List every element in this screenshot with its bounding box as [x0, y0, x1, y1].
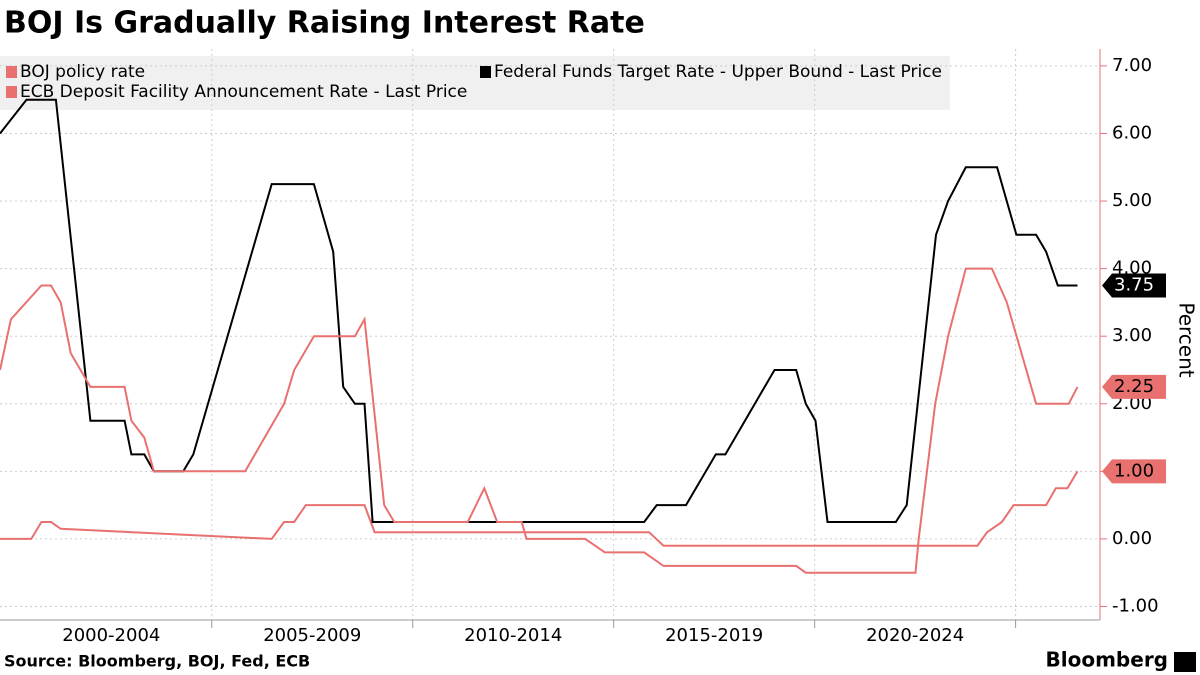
x-tick-label: 2000-2004	[62, 625, 160, 646]
value-tag	[1102, 374, 1166, 399]
legend-label: BOJ policy rate	[20, 62, 145, 82]
y-axis-label: Percent	[1175, 302, 1199, 377]
value-label: 1.00	[1114, 460, 1154, 481]
y-tick-label: -1.00	[1112, 595, 1159, 616]
value-label: 2.25	[1114, 376, 1154, 397]
value-label: 3.75	[1114, 275, 1154, 296]
series-line	[0, 470, 1079, 547]
series-line	[0, 98, 1078, 523]
y-tick-label: 3.00	[1112, 325, 1152, 346]
legend-swatch	[6, 66, 17, 78]
x-tick-label: 2010-2014	[464, 625, 562, 646]
legend-label: ECB Deposit Facility Announcement Rate -…	[20, 82, 467, 102]
y-tick-label: 5.00	[1112, 190, 1152, 211]
value-tag	[1102, 273, 1166, 298]
legend-label: Federal Funds Target Rate - Upper Bound …	[494, 62, 942, 82]
brand: Bloomberg	[1046, 648, 1168, 672]
x-tick-label: 2005-2009	[263, 625, 361, 646]
x-tick-label: 2020-2024	[866, 625, 964, 646]
source: Source: Bloomberg, BOJ, Fed, ECB	[4, 652, 310, 671]
brand-icon	[1174, 652, 1196, 672]
chart-title: BOJ Is Gradually Raising Interest Rate	[4, 6, 645, 41]
y-tick-label: 7.00	[1112, 55, 1152, 76]
y-tick-label: 6.00	[1112, 122, 1152, 143]
y-tick-label: 0.00	[1112, 528, 1152, 549]
series-line	[0, 267, 1079, 574]
y-tick-label: 4.00	[1112, 258, 1152, 279]
value-tag	[1102, 459, 1166, 484]
legend-box	[0, 56, 950, 110]
legend-swatch	[6, 86, 17, 98]
legend-swatch	[480, 66, 491, 78]
x-tick-label: 2015-2019	[665, 625, 763, 646]
